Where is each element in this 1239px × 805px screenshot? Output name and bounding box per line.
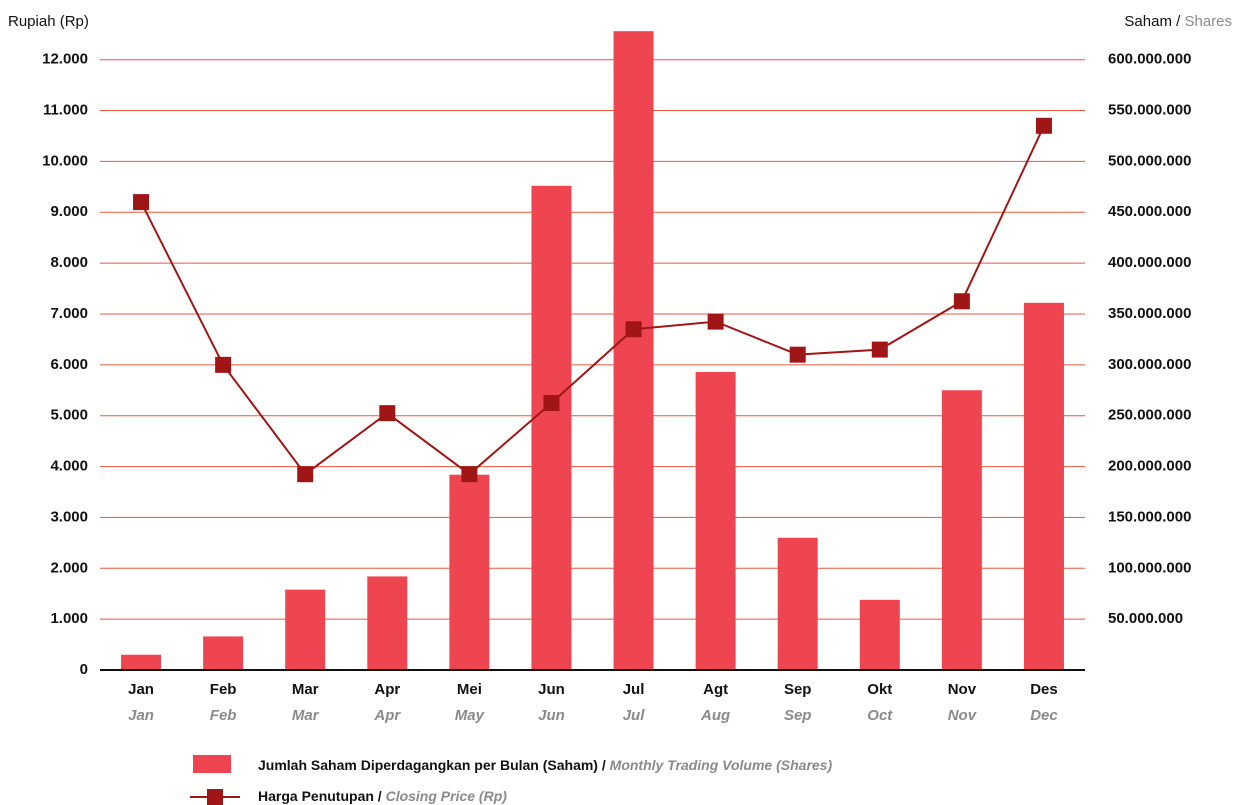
x-tick-label-translation: Aug bbox=[700, 707, 730, 724]
line bbox=[140, 125, 1045, 476]
x-tick-label: Sep bbox=[784, 681, 812, 698]
y2-axis-title-sep: / bbox=[1176, 13, 1181, 30]
y-tick-label: 3.000 bbox=[50, 508, 88, 525]
x-tick-label: Agt bbox=[703, 681, 728, 698]
bar bbox=[613, 31, 654, 671]
bar bbox=[941, 390, 982, 670]
y-tick-label: 7.000 bbox=[50, 305, 88, 322]
legend-entry: Harga Penutupan / Closing Price (Rp) bbox=[258, 788, 507, 804]
marker bbox=[789, 346, 806, 363]
x-tick-label-translation: Jan bbox=[128, 707, 154, 724]
x-tick-label-translation: Jun bbox=[538, 707, 565, 724]
legend-sep: / bbox=[602, 757, 606, 773]
bar bbox=[531, 185, 572, 670]
marker bbox=[297, 466, 314, 483]
y-tick-label: 8.000 bbox=[50, 254, 88, 271]
bar bbox=[121, 654, 162, 670]
y-tick-label: 6.000 bbox=[50, 356, 88, 373]
x-tick-label-translation: Oct bbox=[867, 707, 893, 724]
x-tick-label: Jun bbox=[538, 681, 565, 698]
legend-translation: Closing Price (Rp) bbox=[386, 788, 508, 804]
bar bbox=[203, 636, 244, 670]
y-tick-label: 9.000 bbox=[50, 203, 88, 220]
y2-tick-label: 150.000.000 bbox=[1108, 508, 1191, 525]
x-tick-label: Mei bbox=[457, 681, 482, 698]
marker bbox=[707, 313, 724, 330]
bar bbox=[859, 599, 900, 670]
marker bbox=[133, 194, 150, 211]
y2-axis-title: Saham / Shares bbox=[1124, 13, 1232, 30]
y2-tick-label: 200.000.000 bbox=[1108, 458, 1191, 475]
y-tick-label: 2.000 bbox=[50, 559, 88, 576]
y2-axis-title-translation: Shares bbox=[1184, 13, 1232, 30]
x-tick-label: Apr bbox=[374, 681, 400, 698]
x-tick-label-translation: Dec bbox=[1030, 707, 1058, 724]
x-tick-label-translation: Feb bbox=[210, 707, 237, 724]
marker bbox=[215, 356, 232, 373]
y2-tick-label: 250.000.000 bbox=[1108, 407, 1191, 424]
marker bbox=[953, 293, 970, 310]
y2-tick-label: 450.000.000 bbox=[1108, 203, 1191, 220]
y2-tick-label: 400.000.000 bbox=[1108, 254, 1191, 271]
legend-entry: Jumlah Saham Diperdagangkan per Bulan (S… bbox=[258, 757, 832, 773]
bar bbox=[367, 576, 408, 670]
x-tick-label-translation: Apr bbox=[373, 707, 401, 724]
x-tick-label-translation: Sep bbox=[784, 707, 812, 724]
x-tick-label-translation: May bbox=[455, 707, 485, 724]
x-tick-label-translation: Jul bbox=[623, 707, 646, 724]
y2-tick-label: 500.000.000 bbox=[1108, 152, 1191, 169]
y2-tick-label: 600.000.000 bbox=[1108, 51, 1191, 68]
y-tick-label: 4.000 bbox=[50, 458, 88, 475]
y-tick-label: 10.000 bbox=[42, 152, 88, 169]
marker bbox=[461, 466, 478, 483]
y-tick-label: 12.000 bbox=[42, 51, 88, 68]
x-tick-label: Jan bbox=[128, 681, 154, 698]
y2-tick-label: 50.000.000 bbox=[1108, 610, 1183, 627]
marker bbox=[871, 341, 888, 358]
y-tick-label: 0 bbox=[80, 661, 88, 678]
y-tick-label: 1.000 bbox=[50, 610, 88, 627]
legend-swatch-bar bbox=[193, 755, 231, 773]
x-tick-label: Nov bbox=[948, 681, 977, 698]
y2-axis-title-main: Saham bbox=[1124, 13, 1172, 30]
x-tick-label-translation: Nov bbox=[948, 707, 978, 724]
bar bbox=[449, 474, 490, 670]
x-tick-label: Feb bbox=[210, 681, 237, 698]
bar bbox=[1023, 302, 1064, 670]
legend-name: Jumlah Saham Diperdagangkan per Bulan (S… bbox=[258, 757, 598, 773]
y-axis-title: Rupiah (Rp) bbox=[8, 13, 89, 30]
marker bbox=[625, 321, 642, 338]
y2-tick-label: 100.000.000 bbox=[1108, 559, 1191, 576]
x-tick-label-translation: Mar bbox=[292, 707, 320, 724]
y2-tick-label: 550.000.000 bbox=[1108, 102, 1191, 119]
y-tick-label: 11.000 bbox=[43, 102, 88, 119]
x-tick-label: Mar bbox=[292, 681, 319, 698]
y2-tick-label: 300.000.000 bbox=[1108, 356, 1191, 373]
legend-name: Harga Penutupan bbox=[258, 788, 374, 804]
bar bbox=[777, 537, 818, 670]
marker bbox=[543, 394, 560, 411]
x-tick-label: Jul bbox=[623, 681, 645, 698]
legend-sep: / bbox=[378, 788, 382, 804]
x-tick-label: Des bbox=[1030, 681, 1058, 698]
y-tick-label: 5.000 bbox=[50, 407, 88, 424]
legend-translation: Monthly Trading Volume (Shares) bbox=[610, 757, 833, 773]
bar bbox=[285, 589, 326, 670]
marker bbox=[1035, 117, 1052, 134]
bar bbox=[695, 371, 736, 670]
x-tick-label: Okt bbox=[867, 681, 892, 698]
marker bbox=[379, 405, 396, 422]
y2-tick-label: 350.000.000 bbox=[1108, 305, 1191, 322]
legend-swatch-marker bbox=[207, 789, 223, 805]
